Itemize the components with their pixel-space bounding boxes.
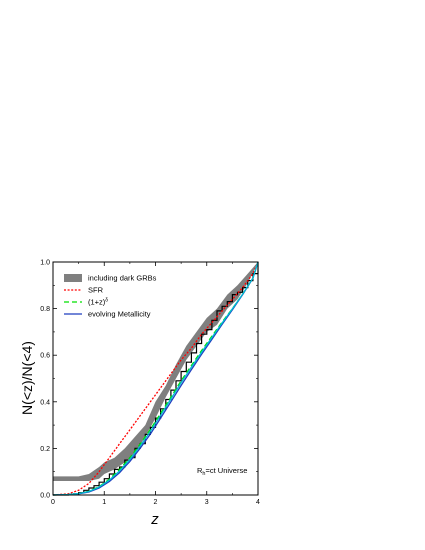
- legend-label-1-z: (1+z)δ: [88, 298, 108, 307]
- y-axis-title: N(<z)/N(<4): [19, 341, 35, 415]
- x-axis-title: z: [150, 511, 159, 528]
- y-tick-label: 0.6: [40, 353, 50, 360]
- x-tick-label: 2: [154, 499, 158, 506]
- annotation-rest: =ct Universe: [205, 466, 247, 475]
- plot-area: [52, 261, 259, 496]
- y-tick-label: 0.2: [40, 446, 50, 453]
- legend-swatch-including-dark-grbs: [64, 274, 82, 282]
- x-tick-label: 0: [51, 499, 55, 506]
- legend-label-superscript: δ: [105, 298, 108, 304]
- legend-label-sfr: SFR: [88, 286, 104, 295]
- y-tick-label: 0.4: [40, 399, 50, 406]
- annotation-subscript: h: [202, 471, 205, 477]
- step-line-series-1: [53, 262, 259, 496]
- x-tick-label: 3: [205, 499, 209, 506]
- y-tick-label: 0.0: [40, 493, 50, 500]
- y-tick-label: 0.8: [40, 306, 50, 313]
- x-tick-label: 1: [102, 499, 106, 506]
- x-tick-label: 4: [256, 499, 260, 506]
- legend-label-evolving-metallicity: evolving Metallicity: [88, 310, 151, 319]
- series-line-sfr: [52, 261, 259, 496]
- series-line-series-5: [52, 261, 259, 496]
- annotation-main: R: [197, 466, 203, 475]
- axes: 0 1 2 3 4 0.0 0.2 0.4 0.6 0.8 1.0: [40, 260, 260, 507]
- y-tick-label: 1.0: [40, 260, 50, 267]
- legend-label-including-dark-grbs: including dark GRBs: [88, 274, 157, 283]
- annotation: Rh=ct Universe: [197, 466, 247, 477]
- legend: including dark GRBs SFR (1+z)δ evolving Met…: [64, 274, 157, 319]
